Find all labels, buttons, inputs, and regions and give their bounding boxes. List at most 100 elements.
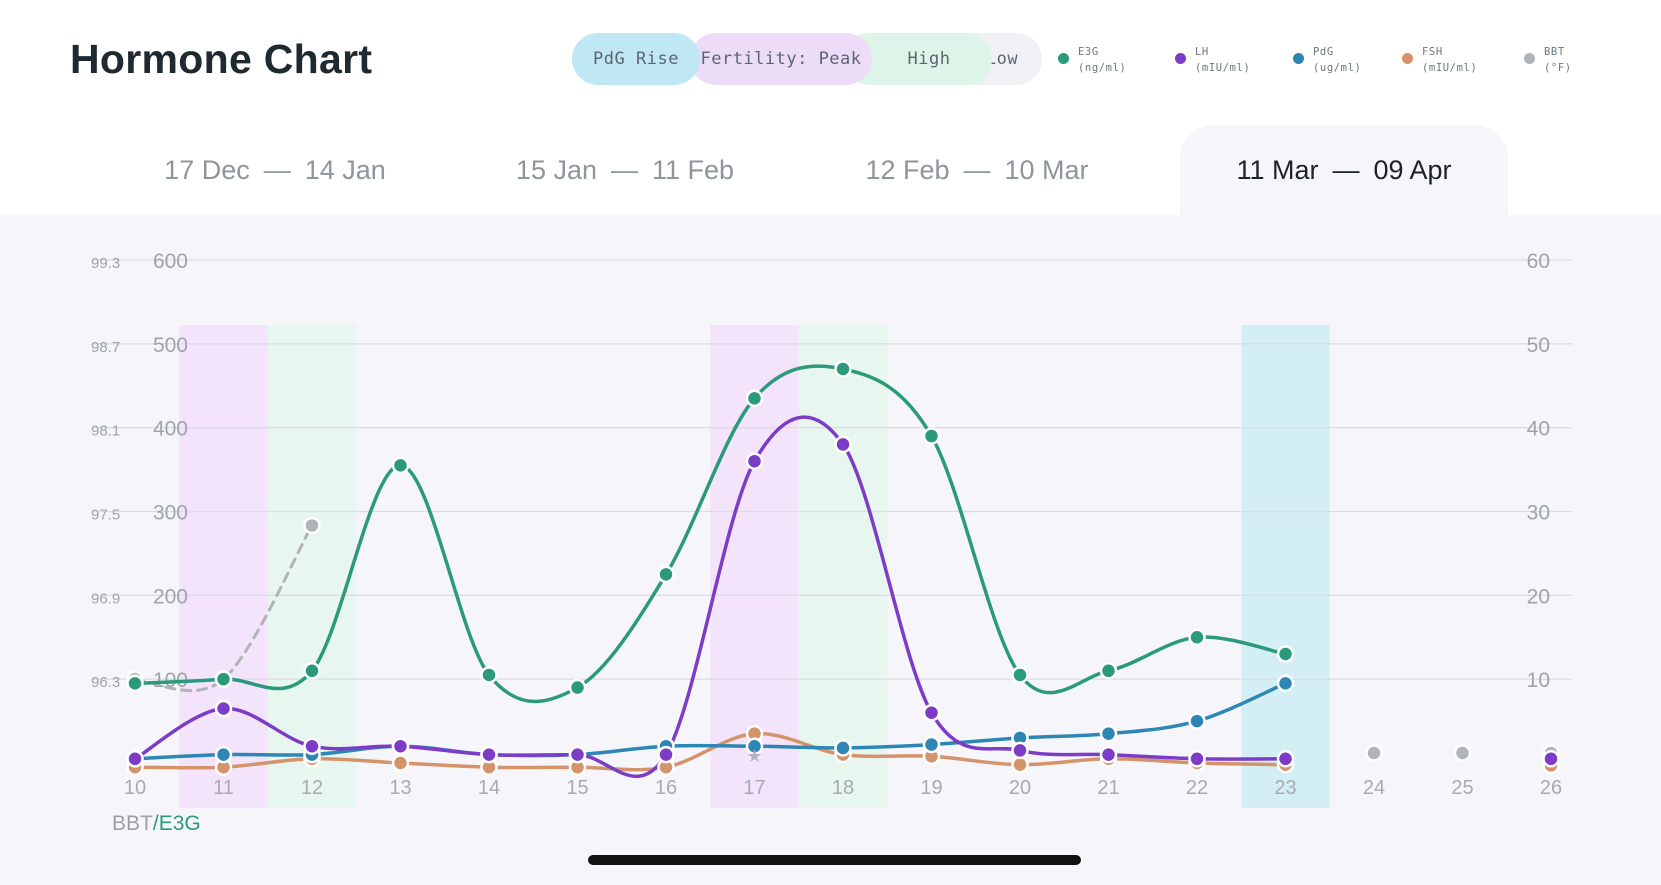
y-right-tick-10: 10 [1527,669,1550,692]
line-fsh [133,731,1288,772]
legend-pdg-unit: (ug/ml) [1313,62,1362,74]
x-tick-14: 14 [478,777,500,799]
point-pdg-23 [1276,674,1295,693]
point-lh-14 [480,745,498,764]
point-e3g-14 [480,666,498,684]
tab-range-3-start: 12 Feb [865,154,950,185]
point-bbt-12 [303,516,321,535]
tab-range-3-end: 10 Mar [1004,154,1089,185]
point-bbt-25 [1453,744,1472,762]
y-right-tick-40: 40 [1527,418,1550,441]
legend-pdg-dot [1293,53,1304,64]
pill-fertility-peak: Fertility: Peak [690,33,872,85]
point-bbt-24 [1365,744,1383,762]
line-pdg [133,681,1288,761]
point-lh-10 [126,750,144,768]
point-e3g-19 [922,427,941,445]
y-bbt-tick-2: 97.5 [91,507,120,524]
legend-fsh-name: FSH [1422,46,1443,58]
shade-day-11-peak [179,325,268,808]
axis-caption-sep: / [152,812,159,835]
pill-high: High [844,33,992,85]
series-lines [133,364,1288,779]
legend-e3g-unit: (ng/ml) [1078,62,1127,74]
series-points: ★ [126,360,1560,776]
shade-day-23-rise [1241,325,1330,808]
point-pdg-21 [1099,724,1118,743]
legend-e3g[interactable]: E3G (ng/ml) [1058,44,1126,76]
point-lh-16 [657,745,675,764]
y-bbt-tick-0: 96.3 [91,674,120,691]
phase-legend: Low High Fertility: Peak PdG Rise [572,33,1042,85]
point-e3g-20 [1011,666,1029,684]
point-fsh-13 [391,754,410,772]
x-tick-10: 10 [124,777,146,799]
tab-range-4-start: 11 Mar [1236,154,1319,185]
legend-bbt-name: BBT [1544,46,1565,58]
date-range-tabs: 17 Dec —14 Jan 15 Jan —11 Feb 12 Feb —10 Ma… [0,125,1661,215]
tab-range-3[interactable]: 12 Feb —10 Mar [865,154,1089,185]
y-right-tick-50: 50 [1527,334,1550,357]
tab-range-1[interactable]: 17 Dec —14 Jan [164,154,386,185]
point-lh-12 [303,737,321,755]
point-e3g-15 [568,678,587,697]
peak-star-icon: ★ [746,746,762,766]
y-left-tick-400: 400 [153,418,188,441]
legend-lh-name: LH [1195,46,1209,58]
point-fsh-20 [1011,755,1029,774]
legend-bbt[interactable]: BBT (°F) [1524,44,1572,76]
point-e3g-13 [391,456,410,475]
y-bbt-tick-1: 96.9 [91,590,120,607]
point-e3g-16 [657,565,675,584]
home-indicator[interactable] [588,855,1081,865]
x-tick-11: 11 [213,777,234,799]
x-tick-22: 22 [1186,777,1208,799]
point-e3g-10 [126,674,144,693]
tab-range-2-start: 15 Jan [515,154,597,185]
tab-range-4[interactable]: 11 Mar —09 Apr [1180,125,1508,215]
point-lh-19 [922,703,941,722]
x-tick-25: 25 [1451,777,1473,799]
y-left-tick-300: 300 [153,502,188,525]
page-title: Hormone Chart [70,36,373,82]
legend-pdg[interactable]: PdG (ug/ml) [1293,44,1361,76]
point-lh-13 [391,737,410,755]
y-right-tick-20: 20 [1527,585,1550,608]
x-tick-13: 13 [389,777,411,799]
legend-fsh[interactable]: FSH (mIU/ml) [1402,44,1477,76]
x-tick-20: 20 [1009,777,1031,799]
shade-day-18-high [798,325,888,808]
x-tick-26: 26 [1540,777,1562,799]
tab-range-2[interactable]: 15 Jan —11 Feb [515,154,735,185]
shade-day-12-high [267,325,357,808]
legend-e3g-name: E3G [1078,46,1099,58]
tab-range-1-end: 14 Jan [304,154,386,185]
phase-shading [179,325,1330,808]
x-tick-12: 12 [301,777,323,799]
point-e3g-11 [214,670,233,688]
axis-caption-bbt: BBT [112,812,153,835]
line-lh [133,415,1288,779]
x-tick-21: 21 [1097,777,1119,799]
point-lh-26 [1542,750,1560,768]
axis-caption: BBT/E3G [112,812,201,836]
point-e3g-12 [303,662,321,680]
x-tick-24: 24 [1363,777,1385,799]
y-bbt-tick-4: 98.7 [91,339,120,356]
legend-fsh-dot [1402,53,1413,64]
point-pdg-19 [922,735,941,754]
y-left-tick-600: 600 [153,250,188,273]
y-left-tick-500: 500 [153,334,188,357]
point-e3g-22 [1188,628,1206,646]
y-bbt-tick-5: 99.3 [91,255,120,272]
tab-range-1-start: 17 Dec [164,154,250,185]
legend-lh-unit: (mIU/ml) [1195,62,1251,74]
point-pdg-11 [214,745,233,764]
point-lh-18 [834,435,852,454]
x-tick-16: 16 [655,777,677,799]
series-legend: E3G (ng/ml) LH (mIU/ml) PdG (ug/ml) FSH (mIU… [1058,44,1603,78]
legend-lh[interactable]: LH (mIU/ml) [1175,44,1250,76]
pill-pdg-rise: PdG Rise [572,33,700,85]
axis-caption-e3g: E3G [158,812,201,835]
